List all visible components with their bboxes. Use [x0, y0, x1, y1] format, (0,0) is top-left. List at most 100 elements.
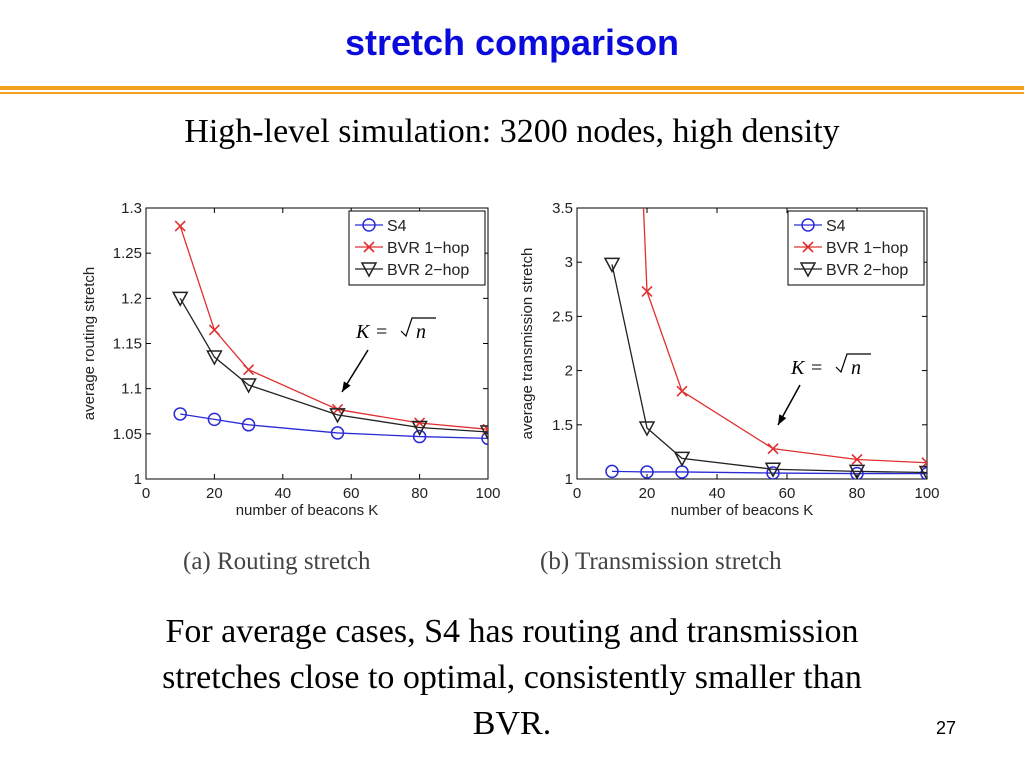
chart-a-series-bvr-2-hop-point: [240, 378, 257, 394]
chart-a-annotation: K = n: [341, 317, 436, 393]
chart-a-series-s4-point: [173, 407, 187, 421]
chart-a-series-bvr-1-hop-point: [414, 417, 426, 429]
chart-b-x-tick-label: 80: [849, 485, 866, 502]
page-number: 27: [936, 718, 957, 738]
chart-b-annotation: K = n: [777, 353, 871, 426]
chart-transmission-stretch: 0 20 40 60 80 100 1 1.5 2 2.5 3 3.5 number of beacon…: [519, 200, 940, 519]
chart-b-series-bvr-1-hop-line: [642, 208, 927, 464]
chart-b-series-s4-point: [766, 466, 780, 479]
chart-a-series-bvr-1-hop-line: [179, 225, 488, 430]
chart-a-y-tick-label: 1.25: [113, 245, 142, 262]
chart-b-series-bvr-2-hop-point: [918, 465, 927, 479]
chart-b-series-bvr-2-hop-point: [638, 421, 656, 437]
chart-a-series-bvr-2-hop-point: [206, 350, 223, 366]
chart-b-legend-marker: [801, 218, 815, 232]
chart-b-y-axis-label: average transmission stretch: [519, 248, 536, 440]
chart-a-series-bvr-2-hop-point: [329, 408, 346, 424]
chart-a-annotation-n: n: [416, 321, 426, 343]
chart-b-x-tick-label: 100: [914, 485, 939, 502]
chart-a-x-tick-label: 0: [142, 485, 150, 502]
chart-b-legend-marker: [799, 262, 817, 278]
caption-transmission-stretch: (b) Transmission stretch: [540, 548, 782, 575]
chart-a-y-tick-label: 1.15: [113, 336, 142, 353]
chart-a-series-s4-point: [241, 418, 256, 432]
chart-a-x-tick-label: 100: [475, 485, 500, 502]
chart-b-y-tick-label: 2.5: [552, 308, 573, 325]
chart-b-legend-label-bvr-1-hop: BVR 1−hop: [826, 240, 908, 257]
chart-b-annotation-k: K: [790, 357, 806, 379]
chart-b-y-tick-label: 2: [565, 363, 573, 380]
chart-a-series-s4-point: [481, 431, 488, 446]
body-line-2: stretches close to optimal, consistently…: [162, 659, 862, 696]
chart-b-series-bvr-1-hop-point: [676, 385, 688, 397]
chart-b-legend-label-bvr-2-hop: BVR 2−hop: [826, 262, 908, 279]
title-rule: [0, 86, 1024, 90]
chart-b-annotation-radical: [835, 353, 871, 374]
chart-a-series-bvr-2-hop-point: [479, 425, 488, 441]
chart-a-legend-box: [348, 210, 486, 286]
chart-b-series-bvr-1-hop-point: [851, 453, 863, 466]
chart-a-x-tick-label: 80: [411, 485, 428, 502]
chart-b-series-bvr-2-hop-point: [603, 257, 621, 273]
chart-a-y-tick-label: 1: [134, 471, 142, 488]
chart-b-annotation-n: n: [851, 357, 861, 379]
chart-a-series-bvr-1-hop-point: [208, 324, 220, 336]
chart-a-series-bvr-1-hop-point: [243, 364, 255, 376]
chart-b-x-axis-label: number of beacons K: [671, 502, 814, 519]
chart-b-legend-box: [787, 210, 925, 286]
chart-b-series-bvr-2-hop-line: [611, 264, 927, 474]
chart-b-x-tick-label: 20: [639, 485, 656, 502]
chart-b-series-bvr-2-hop-point: [764, 462, 782, 478]
body-line-1: For average cases, S4 has routing and tr…: [165, 613, 859, 650]
chart-a-series-bvr-2-hop-line: [179, 298, 488, 433]
chart-b-series-bvr-2-hop-point: [673, 451, 691, 467]
chart-a-y-tick-label: 1.1: [121, 381, 142, 398]
chart-b-annotation-arrowhead: [778, 414, 787, 425]
chart-a-series-bvr-2-hop-point: [411, 420, 428, 437]
chart-b-x-tick-label: 40: [709, 485, 726, 502]
chart-b-y-tick-label: 3: [565, 254, 573, 271]
chart-b-series-s4-point: [920, 466, 927, 479]
chart-a-x-tick-label: 60: [343, 485, 360, 502]
title-rule-thin: [0, 92, 1024, 94]
chart-a-annotation-equals: =: [376, 321, 387, 343]
chart-b-series-bvr-1-hop-point: [641, 285, 653, 298]
chart-b-legend: S4 BVR 1−hop BVR 2−hop: [787, 210, 925, 286]
chart-a-x-axis-label: number of beacons K: [236, 502, 379, 519]
chart-a-series-group: [171, 220, 488, 446]
chart-a-legend-label-bvr-2-hop: BVR 2−hop: [387, 262, 469, 279]
chart-a-y-tick-label: 1.3: [121, 200, 142, 217]
chart-a-series-bvr-1-hop-point: [174, 220, 186, 232]
caption-routing-stretch: (a) Routing stretch: [183, 548, 371, 575]
chart-b-series-bvr-2-hop-point: [848, 464, 866, 479]
chart-b-series-group: [603, 208, 927, 479]
chart-b-series-s4-point: [850, 466, 864, 479]
chart-b-x-tick-label: 0: [573, 485, 581, 502]
chart-a-legend: S4 BVR 1−hop BVR 2−hop: [348, 210, 486, 286]
chart-a-legend-marker: [363, 241, 375, 253]
chart-b-x-tick-label: 60: [779, 485, 796, 502]
chart-a-y-tick-label: 1.05: [113, 426, 142, 443]
chart-a-legend-marker: [360, 262, 378, 278]
chart-a-series-s4-point: [412, 429, 427, 444]
chart-a-x-tick-label: 20: [206, 485, 223, 502]
chart-a-series-s4-point: [330, 426, 345, 440]
chart-a-annotation-k: K: [355, 321, 371, 343]
chart-b-legend-marker: [802, 241, 814, 253]
charts-canvas: 0 20 40 60 80 10011.051.11.151.21.251.3number…: [81, 200, 940, 519]
chart-a-y-axis-label: average routing stretch: [81, 267, 98, 420]
chart-b-annotation-equals: =: [811, 357, 822, 379]
chart-a-legend-marker: [362, 218, 376, 232]
chart-b-legend-label-s4: S4: [826, 218, 846, 235]
chart-b-series-s4-point: [640, 465, 654, 479]
slide-title: stretch comparison: [344, 22, 680, 63]
chart-b-plot-frame: [576, 207, 928, 480]
chart-a-series-s4-point: [207, 412, 222, 427]
chart-a-x-tick-label: 40: [274, 485, 291, 502]
chart-a-annotation-radical: [400, 317, 436, 338]
chart-a-y-tick-label: 1.2: [121, 290, 142, 307]
chart-a-annotation-arrowhead: [342, 381, 351, 392]
chart-routing-stretch: 0 20 40 60 80 100 1 1.05 1.1 1.15 1.2 1.25 1.3 number…: [81, 200, 501, 519]
chart-a-series-s4-line: [180, 413, 488, 439]
body-line-3: BVR.: [472, 705, 552, 742]
